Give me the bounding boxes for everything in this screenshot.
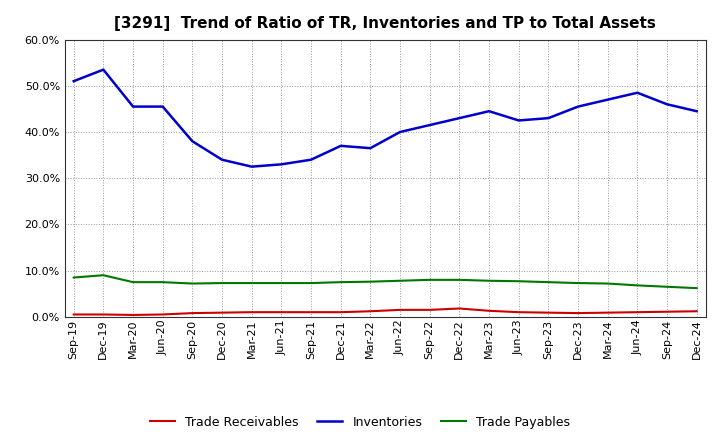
Trade Payables (396, 278, 405, 283)
Trade Payables (277, 280, 286, 286)
Trade Payables (366, 279, 374, 284)
Trade Receivables (129, 312, 138, 318)
Inventories (217, 157, 226, 162)
Inventories (693, 109, 701, 114)
Trade Receivables (69, 312, 78, 317)
Legend: Trade Receivables, Inventories, Trade Payables: Trade Receivables, Inventories, Trade Pa… (145, 411, 575, 434)
Inventories (574, 104, 582, 109)
Title: [3291]  Trend of Ratio of TR, Inventories and TP to Total Assets: [3291] Trend of Ratio of TR, Inventories… (114, 16, 656, 32)
Inventories (307, 157, 315, 162)
Trade Receivables (574, 311, 582, 316)
Trade Payables (544, 279, 553, 285)
Trade Receivables (307, 309, 315, 315)
Inventories (544, 115, 553, 121)
Trade Receivables (514, 309, 523, 315)
Trade Payables (129, 279, 138, 285)
Trade Receivables (544, 310, 553, 315)
Trade Payables (336, 279, 345, 285)
Line: Trade Receivables: Trade Receivables (73, 308, 697, 315)
Trade Payables (426, 277, 434, 282)
Trade Payables (248, 280, 256, 286)
Trade Payables (158, 279, 167, 285)
Trade Receivables (336, 309, 345, 315)
Inventories (485, 109, 493, 114)
Inventories (633, 90, 642, 95)
Trade Receivables (99, 312, 108, 317)
Inventories (396, 129, 405, 135)
Inventories (426, 122, 434, 128)
Inventories (277, 161, 286, 167)
Trade Receivables (603, 310, 612, 315)
Trade Payables (99, 272, 108, 278)
Trade Receivables (188, 311, 197, 316)
Trade Receivables (426, 307, 434, 312)
Trade Receivables (366, 308, 374, 314)
Inventories (603, 97, 612, 102)
Trade Receivables (633, 309, 642, 315)
Trade Receivables (277, 309, 286, 315)
Trade Payables (455, 277, 464, 282)
Inventories (514, 118, 523, 123)
Inventories (248, 164, 256, 169)
Trade Payables (485, 278, 493, 283)
Inventories (188, 139, 197, 144)
Inventories (336, 143, 345, 148)
Trade Receivables (662, 309, 671, 314)
Trade Receivables (485, 308, 493, 313)
Trade Payables (574, 280, 582, 286)
Trade Receivables (396, 307, 405, 312)
Trade Payables (307, 280, 315, 286)
Trade Receivables (248, 309, 256, 315)
Trade Payables (693, 286, 701, 291)
Trade Payables (514, 279, 523, 284)
Trade Receivables (455, 306, 464, 311)
Trade Payables (662, 284, 671, 290)
Inventories (99, 67, 108, 72)
Inventories (129, 104, 138, 109)
Inventories (158, 104, 167, 109)
Inventories (366, 146, 374, 151)
Trade Payables (188, 281, 197, 286)
Trade Payables (69, 275, 78, 280)
Trade Receivables (217, 310, 226, 315)
Trade Payables (633, 283, 642, 288)
Trade Payables (217, 280, 226, 286)
Inventories (455, 115, 464, 121)
Inventories (69, 78, 78, 84)
Line: Trade Payables: Trade Payables (73, 275, 697, 288)
Inventories (662, 102, 671, 107)
Trade Receivables (693, 308, 701, 314)
Trade Payables (603, 281, 612, 286)
Trade Receivables (158, 312, 167, 317)
Line: Inventories: Inventories (73, 70, 697, 167)
